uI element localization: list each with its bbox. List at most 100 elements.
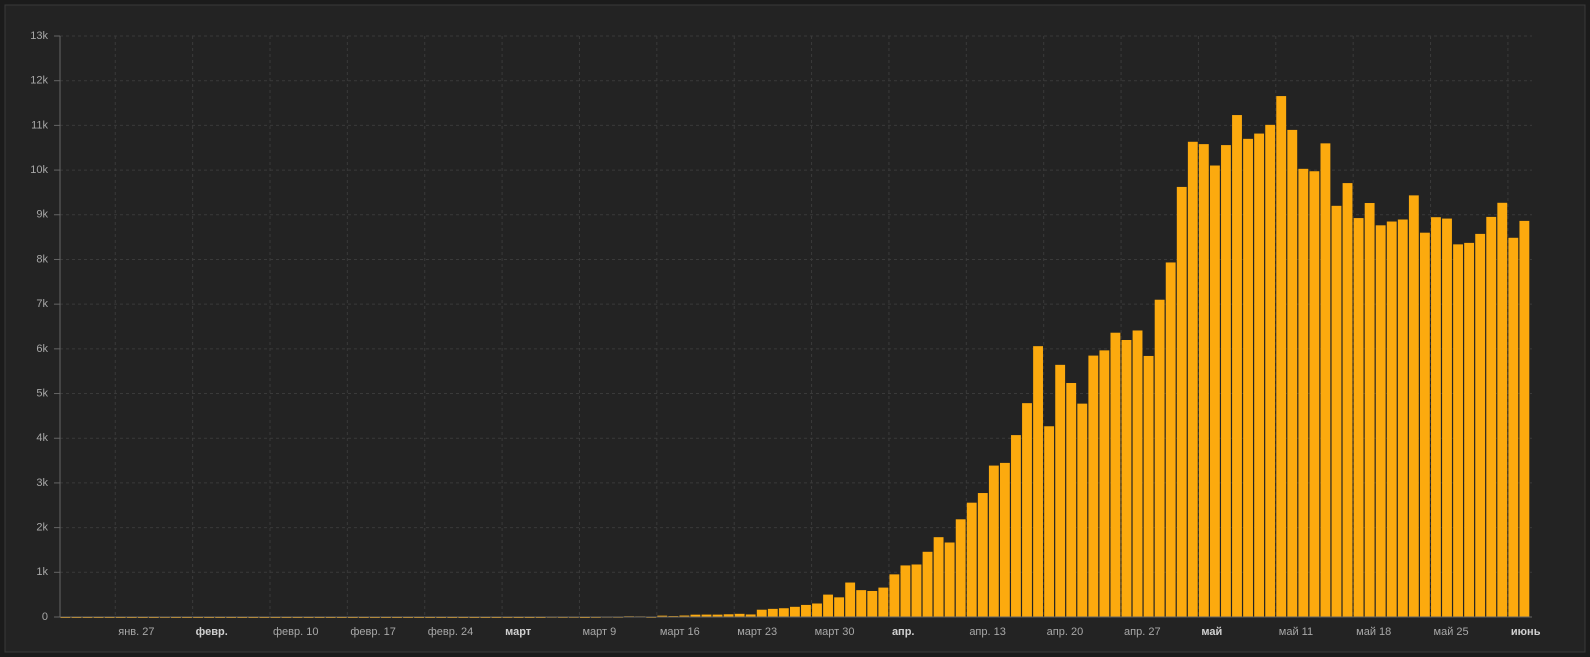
bar xyxy=(955,519,966,617)
x-tick-label: апр. 27 xyxy=(1124,626,1161,638)
bar xyxy=(977,493,988,617)
bar xyxy=(1077,403,1088,617)
bar xyxy=(756,609,767,617)
x-tick-label: янв. 27 xyxy=(118,626,154,638)
bar xyxy=(1176,186,1187,618)
bar xyxy=(1519,220,1530,617)
bar xyxy=(1243,138,1253,617)
y-tick-label: 5k xyxy=(36,387,48,399)
bar xyxy=(801,604,811,617)
bar xyxy=(1265,124,1276,618)
bar xyxy=(657,615,668,617)
bar xyxy=(856,590,867,617)
bar xyxy=(867,590,878,617)
bar xyxy=(1508,237,1519,617)
x-tick-label: апр. 13 xyxy=(969,626,1006,638)
x-tick-label: март 9 xyxy=(582,626,616,638)
y-tick-label: 10k xyxy=(30,164,48,176)
bar xyxy=(889,574,900,617)
x-tick-label: апр. 20 xyxy=(1047,626,1084,638)
bar xyxy=(745,614,756,617)
bar xyxy=(767,608,778,617)
bar xyxy=(1154,299,1165,617)
bar xyxy=(679,615,690,617)
bar xyxy=(778,608,789,617)
x-tick-label: март 16 xyxy=(660,626,700,638)
y-tick-label: 12k xyxy=(30,75,48,87)
bar xyxy=(999,462,1010,617)
bar xyxy=(712,614,723,617)
bar xyxy=(1464,242,1475,618)
x-tick-label: февр. 24 xyxy=(428,626,473,638)
bar xyxy=(1497,202,1508,617)
x-tick-label: февр. xyxy=(196,626,228,638)
bar xyxy=(1143,355,1154,617)
y-tick-label: 9k xyxy=(36,209,48,221)
bar xyxy=(1320,143,1331,617)
bar xyxy=(789,606,800,617)
bar xyxy=(878,587,889,617)
x-tick-label: май xyxy=(1201,626,1222,638)
bar xyxy=(1419,232,1430,617)
bar xyxy=(1088,355,1099,617)
bar xyxy=(690,614,701,617)
bar xyxy=(944,542,955,617)
bar xyxy=(701,614,712,617)
bar xyxy=(1232,115,1242,617)
bar xyxy=(1353,218,1364,617)
x-tick-label: март xyxy=(505,626,532,638)
bar xyxy=(1187,141,1198,618)
x-tick-label: май 11 xyxy=(1279,626,1313,638)
bar xyxy=(1198,144,1209,617)
bar xyxy=(1066,382,1077,617)
x-tick-label: февр. 10 xyxy=(273,626,318,638)
bar xyxy=(823,594,833,617)
bar xyxy=(1309,171,1320,617)
y-tick-label: 0 xyxy=(42,611,48,623)
bar xyxy=(1486,216,1497,617)
bar xyxy=(922,551,933,617)
bar xyxy=(1287,129,1298,617)
x-tick-label: май 18 xyxy=(1356,626,1391,638)
bar xyxy=(988,465,999,617)
y-tick-label: 3k xyxy=(36,477,48,489)
bar xyxy=(911,564,922,617)
bar xyxy=(1254,133,1265,618)
bar xyxy=(845,582,856,617)
bar xyxy=(1331,205,1342,618)
bar xyxy=(1453,244,1463,618)
x-tick-label: май 25 xyxy=(1434,626,1469,638)
bar xyxy=(734,613,745,617)
bar xyxy=(1033,346,1043,617)
y-tick-label: 7k xyxy=(36,298,48,310)
bar xyxy=(1298,168,1309,617)
y-tick-label: 4k xyxy=(36,432,48,444)
bar xyxy=(1397,219,1408,617)
bar xyxy=(1475,233,1486,618)
bar xyxy=(1132,330,1143,617)
bar xyxy=(1055,364,1066,617)
x-tick-label: июнь xyxy=(1511,626,1541,638)
bar xyxy=(812,603,822,617)
y-tick-label: 8k xyxy=(36,253,48,265)
x-tick-label: март 23 xyxy=(737,626,777,638)
bar xyxy=(723,614,734,617)
x-tick-label: март 30 xyxy=(815,626,855,638)
bar xyxy=(1375,225,1386,617)
y-tick-label: 2k xyxy=(36,522,48,534)
bar xyxy=(1221,145,1231,617)
y-tick-label: 13k xyxy=(30,30,48,42)
bar xyxy=(1099,350,1110,617)
bar xyxy=(966,502,977,617)
y-tick-label: 11k xyxy=(31,119,48,131)
bar xyxy=(1044,426,1055,617)
bar xyxy=(1276,96,1287,617)
bar xyxy=(1442,218,1452,618)
bar xyxy=(1121,339,1132,617)
bar xyxy=(1431,217,1441,617)
y-tick-label: 6k xyxy=(36,343,48,355)
bar xyxy=(1110,332,1121,617)
bar xyxy=(834,597,845,617)
